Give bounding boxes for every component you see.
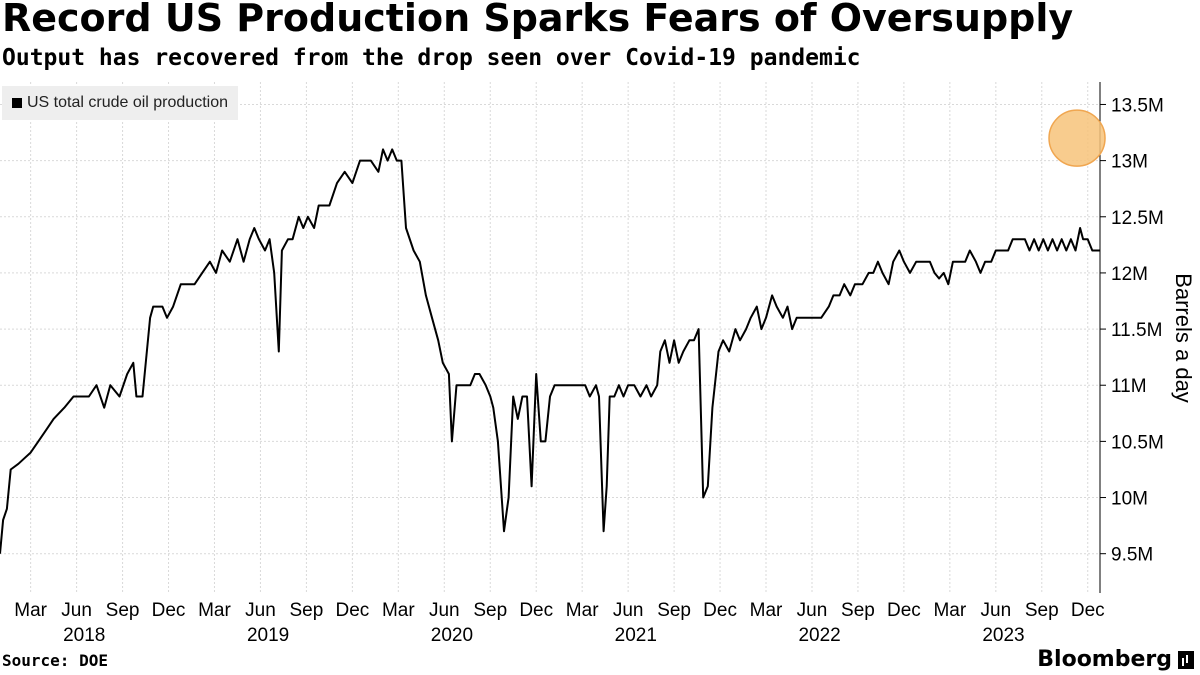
x-tick-label: Sep bbox=[841, 600, 875, 621]
x-tick-label: Jun bbox=[61, 600, 92, 621]
x-year-label: 2020 bbox=[431, 625, 473, 646]
x-tick-label: Jun bbox=[245, 600, 276, 621]
x-tick-label: Sep bbox=[290, 600, 324, 621]
x-tick-label: Dec bbox=[335, 600, 369, 621]
x-tick-label: Mar bbox=[382, 600, 415, 621]
x-tick-label: Mar bbox=[933, 600, 966, 621]
legend-label: US total crude oil production bbox=[27, 94, 228, 111]
x-tick-label: Dec bbox=[887, 600, 921, 621]
y-tick-label: 12M bbox=[1111, 264, 1148, 285]
y-tick-label: 10.5M bbox=[1111, 432, 1164, 453]
bloomberg-terminal-icon bbox=[1178, 650, 1194, 669]
x-tick-label: Mar bbox=[198, 600, 231, 621]
x-tick-label: Jun bbox=[797, 600, 828, 621]
legend-swatch bbox=[12, 98, 22, 108]
x-tick-label: Jun bbox=[429, 600, 460, 621]
chart-title: Record US Production Sparks Fears of Ove… bbox=[2, 0, 1074, 40]
series-line bbox=[0, 148, 1100, 554]
x-tick-label: Dec bbox=[703, 600, 737, 621]
y-tick-label: 13.5M bbox=[1111, 95, 1164, 116]
bloomberg-logo: Bloomberg bbox=[1037, 647, 1194, 672]
x-tick-label: Jun bbox=[981, 600, 1012, 621]
x-year-label: 2018 bbox=[63, 625, 105, 646]
chart-subtitle: Output has recovered from the drop seen … bbox=[2, 45, 861, 71]
y-tick-label: 12.5M bbox=[1111, 208, 1164, 229]
y-tick-label: 10M bbox=[1111, 489, 1148, 510]
highlight-marker bbox=[1048, 109, 1106, 167]
x-tick-label: Mar bbox=[750, 600, 783, 621]
x-tick-label: Sep bbox=[657, 600, 691, 621]
y-tick-label: 9.5M bbox=[1111, 545, 1153, 566]
x-tick-label: Jun bbox=[613, 600, 644, 621]
y-axis-label: Barrels a day bbox=[1171, 273, 1196, 403]
x-tick-label: Sep bbox=[473, 600, 507, 621]
x-year-label: 2022 bbox=[798, 625, 840, 646]
brand-name: Bloomberg bbox=[1037, 647, 1172, 672]
source-note: Source: DOE bbox=[2, 651, 108, 670]
x-tick-label: Dec bbox=[152, 600, 186, 621]
x-year-label: 2019 bbox=[247, 625, 289, 646]
x-year-label: 2023 bbox=[982, 625, 1024, 646]
x-tick-label: Mar bbox=[566, 600, 599, 621]
x-tick-label: Dec bbox=[519, 600, 553, 621]
y-tick-label: 11M bbox=[1111, 376, 1147, 397]
x-tick-label: Mar bbox=[14, 600, 47, 621]
x-tick-label: Sep bbox=[1025, 600, 1059, 621]
x-tick-label: Dec bbox=[1071, 600, 1105, 621]
x-tick-label: Sep bbox=[106, 600, 140, 621]
y-tick-label: 13M bbox=[1111, 152, 1148, 173]
y-tick-label: 11.5M bbox=[1111, 320, 1162, 341]
legend: US total crude oil production bbox=[2, 86, 238, 120]
x-year-label: 2021 bbox=[615, 625, 657, 646]
